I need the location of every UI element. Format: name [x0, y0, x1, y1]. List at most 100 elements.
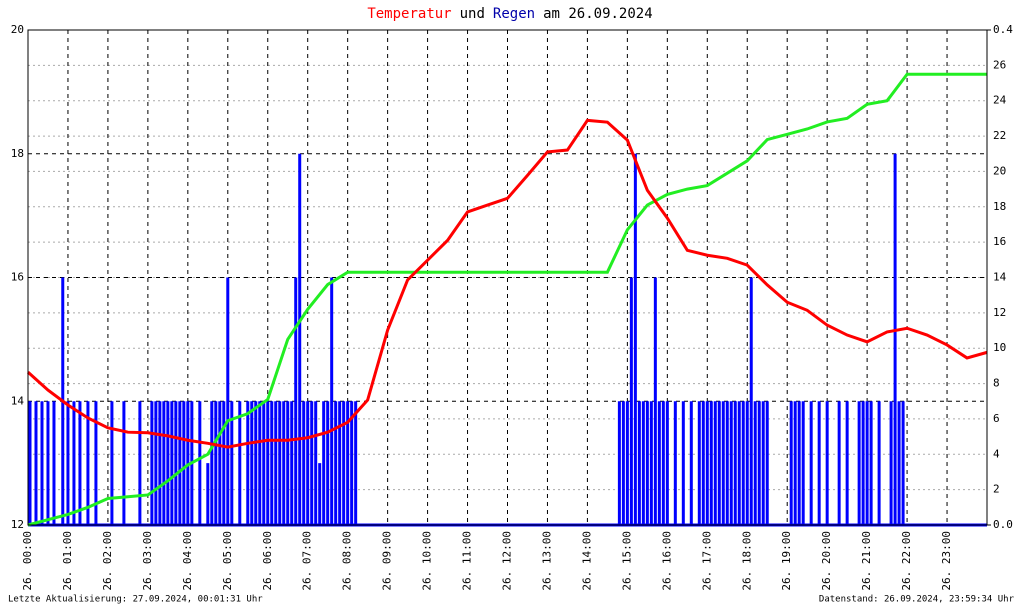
rain-bar	[162, 401, 166, 525]
cumulative-line	[27, 72, 987, 527]
rain-bar	[737, 401, 741, 525]
rain-bar	[645, 401, 649, 525]
rain-bar	[753, 401, 757, 525]
plot-frame	[27, 29, 988, 526]
rain-bar	[717, 401, 721, 525]
y2-tick-label: 0.0	[993, 518, 1013, 531]
rain-bar	[713, 401, 717, 525]
y3-tick-label: 2	[993, 483, 1000, 496]
rain-bar	[46, 401, 50, 525]
rain-bar	[741, 401, 745, 525]
rain-bar	[122, 401, 126, 525]
rain-bar	[346, 401, 350, 525]
y3-tick-label: 12	[993, 306, 1006, 319]
title-part: Regen	[493, 6, 535, 22]
rain-bar	[286, 401, 290, 525]
rain-bar	[34, 401, 38, 525]
rain-bar	[230, 401, 234, 525]
y-tick-label: 12	[11, 518, 24, 531]
rain-bar	[817, 401, 821, 525]
title-part: am 26.09.2024	[543, 6, 653, 22]
rain-bar	[793, 401, 797, 525]
rain-bar	[40, 401, 44, 525]
rain-bar	[154, 401, 158, 525]
x-tick-label: 26. 10:00	[421, 531, 434, 591]
x-tick-label: 26. 13:00	[540, 531, 553, 591]
rain-bar	[270, 401, 274, 525]
rain-bar	[661, 401, 665, 525]
x-tick-label: 26. 17:00	[700, 531, 713, 591]
rain-bar	[298, 153, 302, 525]
rain-bar	[705, 401, 709, 525]
rain-bar	[314, 401, 318, 525]
y3-tick-label: 14	[993, 271, 1007, 284]
rain-bar	[72, 401, 76, 525]
rain-bar	[845, 401, 849, 525]
y2-tick-label: 0.4	[993, 23, 1013, 36]
rain-bar	[681, 401, 685, 525]
y-tick-label: 14	[11, 394, 25, 407]
rain-bar	[158, 401, 162, 525]
rain-bar	[138, 401, 142, 525]
rain-bar	[765, 401, 769, 525]
rain-bar	[629, 277, 633, 525]
rain-bar	[254, 401, 258, 525]
x-tick-label: 26. 21:00	[860, 531, 873, 591]
rain-bar	[306, 401, 310, 525]
rain-bar	[322, 401, 326, 525]
y3-tick-label: 4	[993, 447, 1000, 460]
y3-tick-label: 24	[993, 94, 1007, 107]
rain-bar	[617, 401, 621, 525]
rain-bar	[166, 401, 170, 525]
rain-bar	[334, 401, 338, 525]
rain-bar	[110, 401, 114, 525]
rain-bar	[665, 401, 669, 525]
rain-bar	[238, 401, 242, 525]
footer-left: Letzte Aktualisierung: 27.09.2024, 00:01…	[8, 595, 263, 605]
rain-bar	[725, 401, 729, 525]
rain-bar	[761, 401, 765, 525]
x-tick-label: 26. 23:00	[940, 531, 953, 591]
y-tick-label: 20	[11, 23, 24, 36]
rain-bar	[226, 277, 230, 525]
rain-bar	[150, 401, 154, 525]
rain-bar	[621, 401, 625, 525]
x-tick-label: 26. 01:00	[61, 531, 74, 591]
x-tick-label: 26. 04:00	[181, 531, 194, 591]
rain-bar	[198, 401, 202, 525]
rain-bar	[214, 401, 218, 525]
rain-bar	[326, 401, 330, 525]
rain-bar	[721, 401, 725, 525]
x-tick-label: 26. 09:00	[381, 531, 394, 591]
rain-bar	[901, 401, 905, 525]
x-tick-label: 26. 07:00	[301, 531, 314, 591]
rain-bar	[282, 401, 286, 525]
rain-bar	[789, 401, 793, 525]
title-part: und	[460, 6, 485, 22]
x-tick-label: 26. 18:00	[740, 531, 753, 591]
rain-bar	[310, 401, 314, 525]
rain-bar	[94, 401, 98, 525]
rain-bar	[825, 401, 829, 525]
rain-bar	[302, 401, 306, 525]
rain-bar	[274, 401, 278, 525]
y3-tick-label: 16	[993, 235, 1006, 248]
rain-bar	[66, 401, 70, 525]
rain-bar	[178, 401, 182, 525]
rain-bar	[78, 401, 82, 525]
rain-bar	[865, 401, 869, 525]
y3-tick-label: 26	[993, 58, 1006, 71]
rain-bar	[697, 401, 701, 525]
rain-bar	[330, 277, 334, 525]
x-tick-label: 26. 19:00	[780, 531, 793, 591]
rain-bar	[641, 401, 645, 525]
rain-bar	[857, 401, 861, 525]
rain-bar	[877, 401, 881, 525]
rain-bar	[246, 401, 250, 525]
x-tick-label: 26. 05:00	[221, 531, 234, 591]
rain-bar	[701, 401, 705, 525]
rain-bar	[206, 463, 210, 525]
rain-bar	[262, 401, 266, 525]
footer-right: Datenstand: 26.09.2024, 23:59:34 Uhr	[819, 595, 1015, 605]
